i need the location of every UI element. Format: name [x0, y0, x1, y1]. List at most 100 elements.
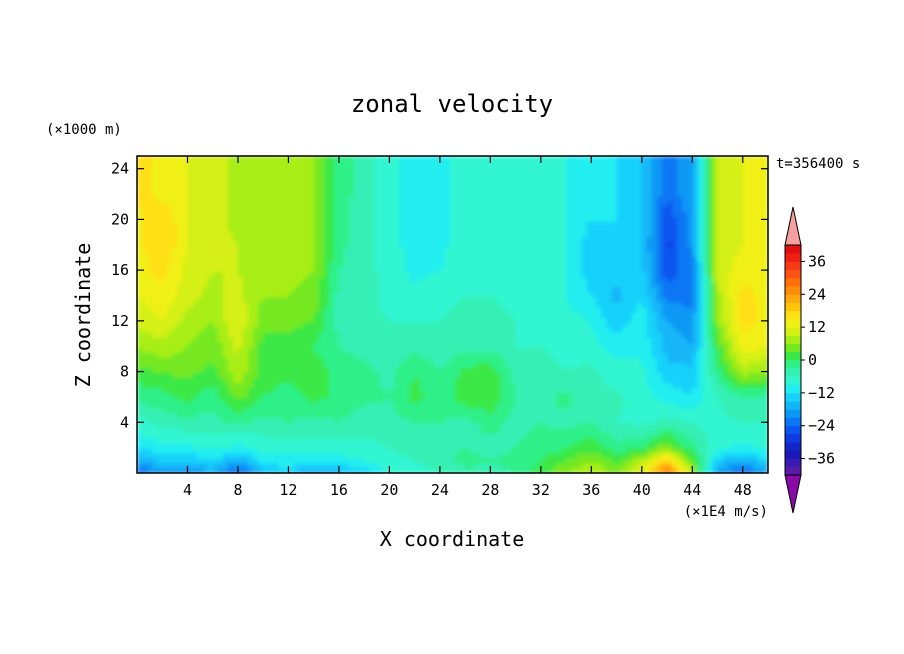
field-cell: [495, 382, 502, 389]
field-cell: [152, 372, 158, 378]
field-cell: [490, 342, 497, 348]
field-cell: [495, 352, 502, 358]
field-cell: [333, 447, 340, 454]
field-cell: [742, 412, 749, 419]
field-cell: [449, 387, 456, 394]
field-cell: [429, 407, 436, 414]
field-cell: [697, 402, 703, 409]
field-cell: [682, 377, 688, 384]
field-cell: [343, 317, 350, 323]
field-cell: [389, 447, 396, 454]
field-cell: [495, 301, 502, 308]
field-cell: [661, 347, 668, 353]
field-cell: [177, 347, 184, 353]
field-cell: [460, 367, 466, 373]
field-cell: [419, 462, 426, 469]
field-cell: [137, 412, 143, 419]
field-cell: [742, 427, 749, 434]
field-cell: [288, 352, 295, 358]
field-cell: [328, 271, 335, 278]
field-cell: [343, 432, 350, 439]
field-cell: [581, 301, 587, 308]
field-cell: [540, 467, 547, 473]
field-cell: [712, 281, 719, 288]
field-cell: [460, 357, 466, 363]
field-cell: [495, 387, 502, 394]
field-cell: [596, 291, 603, 298]
field-cell: [460, 442, 466, 449]
field-cell: [308, 271, 315, 278]
field-cell: [641, 437, 648, 444]
field-cell: [288, 467, 295, 473]
field-cell: [424, 427, 431, 434]
field-cell: [520, 276, 527, 283]
field-cell: [253, 452, 259, 459]
field-cell: [419, 377, 426, 384]
field-cell: [500, 332, 507, 338]
field-cell: [202, 422, 209, 429]
field-cell: [692, 342, 698, 348]
field-cell: [555, 397, 562, 404]
field-cell: [207, 301, 214, 308]
field-cell: [697, 412, 703, 419]
field-cell: [172, 412, 178, 419]
field-cell: [142, 452, 148, 459]
field-cell: [616, 332, 623, 338]
field-cell: [258, 462, 264, 469]
field-cell: [318, 362, 325, 368]
field-cell: [449, 452, 456, 459]
field-cell: [455, 342, 461, 348]
field-cell: [672, 322, 678, 328]
field-cell: [646, 442, 653, 449]
field-cell: [727, 467, 734, 473]
field-cell: [535, 422, 542, 429]
field-cell: [364, 452, 370, 459]
field-cell: [485, 281, 491, 288]
field-cell: [207, 387, 214, 394]
field-cell: [687, 397, 693, 404]
field-cell: [217, 432, 224, 439]
field-cell: [535, 281, 542, 288]
field-cell: [631, 422, 638, 429]
field-cell: [500, 457, 507, 464]
field-cell: [444, 357, 451, 363]
field-cell: [762, 342, 768, 348]
field-cell: [359, 422, 365, 429]
field-cell: [661, 322, 668, 328]
field-cell: [530, 442, 537, 449]
field-cell: [460, 317, 466, 323]
field-cell: [404, 457, 411, 464]
field-cell: [460, 412, 466, 419]
field-cell: [561, 296, 567, 303]
field-cell: [757, 317, 764, 323]
field-cell: [147, 306, 153, 313]
field-cell: [672, 407, 678, 414]
field-cell: [369, 291, 375, 298]
field-cell: [404, 452, 411, 459]
field-cell: [227, 342, 234, 348]
field-cell: [742, 442, 749, 449]
field-cell: [333, 322, 340, 328]
field-cell: [550, 392, 557, 399]
field-cell: [571, 452, 577, 459]
field-cell: [530, 467, 537, 473]
field-cell: [424, 462, 431, 469]
field-cell: [394, 306, 401, 313]
field-cell: [338, 271, 345, 278]
field-cell: [480, 467, 486, 473]
field-cell: [571, 427, 577, 434]
field-cell: [616, 296, 623, 303]
field-cell: [308, 311, 315, 318]
field-cell: [525, 452, 532, 459]
field-cell: [697, 347, 703, 353]
field-cell: [661, 271, 668, 278]
field-cell: [571, 327, 577, 333]
field-cell: [742, 367, 749, 373]
field-cell: [434, 412, 441, 419]
field-cell: [661, 296, 668, 303]
field-cell: [273, 442, 279, 449]
field-cell: [646, 397, 653, 404]
field-cell: [157, 311, 163, 318]
field-cell: [202, 276, 209, 283]
field-cell: [449, 462, 456, 469]
